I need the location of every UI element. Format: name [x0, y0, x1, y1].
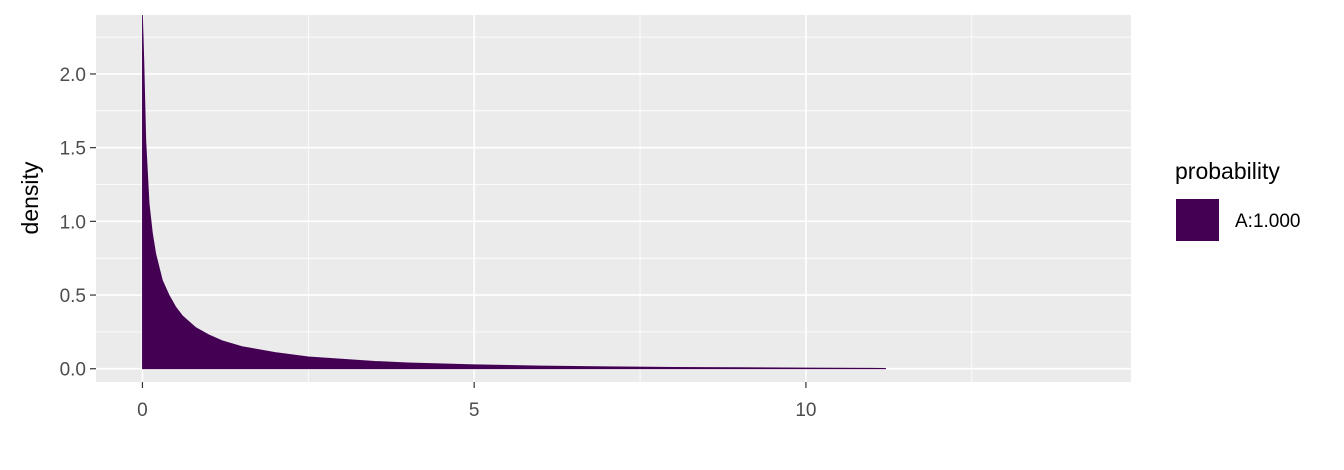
x-axis: 0 5 10	[137, 382, 816, 421]
y-tick-label: 1.0	[60, 212, 86, 233]
y-tick-label: 0.0	[60, 360, 86, 381]
legend-key-label: A:1.000	[1235, 211, 1301, 232]
minor-gridlines	[96, 15, 1131, 382]
series-layer	[142, 14, 886, 370]
x-tick-label: 5	[469, 400, 480, 421]
x-tick-label: 10	[795, 400, 816, 421]
y-axis: 0.0 0.5 1.0 1.5 2.0	[60, 65, 96, 381]
y-tick-label: 1.5	[60, 139, 86, 160]
plot-panel	[96, 15, 1131, 382]
y-axis-title: density	[17, 161, 43, 234]
density-area	[142, 14, 886, 370]
y-tick-label: 2.0	[60, 65, 86, 86]
legend-key-swatch	[1176, 199, 1219, 241]
legend: probability A:1.000	[1175, 158, 1301, 241]
y-tick-label: 0.5	[60, 286, 86, 307]
x-tick-label: 0	[137, 400, 148, 421]
legend-title: probability	[1175, 158, 1280, 184]
